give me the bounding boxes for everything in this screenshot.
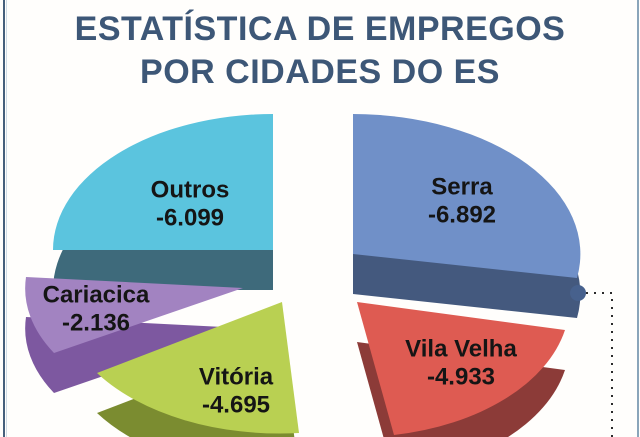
slice-label-serra: Serra -6.892 [428,174,496,231]
pie-slice-vilavelha [357,302,565,435]
slice-value: -4.933 [426,364,496,391]
slice-label-vitoria: Vitória -4.695 [199,364,273,421]
chart-title-line1: ESTATÍSTICA DE EMPREGOS [74,10,566,48]
pie-slice-vitoria [97,302,299,434]
slice-name: Outros [150,176,230,204]
pie-slice-serra [353,114,581,278]
slice-name: Vitória [198,363,274,391]
right-border-line [637,0,639,437]
slice-label-cariacica: Cariacica -2.136 [43,282,150,339]
slice-name: Serra [431,173,493,201]
slice-value: -4.695 [201,392,271,419]
slice-value: -6.892 [427,202,497,229]
pie-slice-cariacica [25,277,243,353]
callout-dot [570,285,586,301]
left-border-highlight [6,0,7,437]
slice-value: -2.136 [61,310,131,337]
left-border-line [3,0,5,437]
callout-dotted-line [586,292,613,437]
slice-label-outros: Outros -6.099 [151,177,230,234]
chart-title-line2: POR CIDADES DO ES [140,52,500,91]
slice-name: Cariacica [42,281,150,309]
slice-label-vilavelha: Vila Velha -4.933 [405,336,517,393]
chart-title: ESTATÍSTICA DE EMPREGOS POR CIDADES DO E… [0,8,640,93]
slice-name: Vila Velha [405,335,517,363]
pie-slice-outros [53,114,273,250]
slice-value: -6.099 [155,205,225,232]
